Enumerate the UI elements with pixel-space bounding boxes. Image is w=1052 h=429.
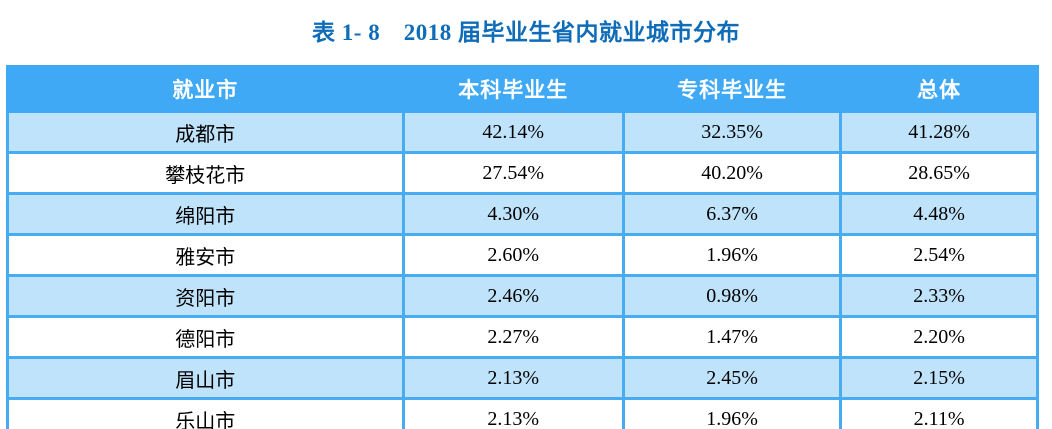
value-cell: 28.65% <box>839 151 1039 195</box>
value-cell: 2.46% <box>401 274 625 318</box>
value-cell: 1.47% <box>621 315 843 359</box>
table-row: 乐山市 2.13% 1.96% 2.11% <box>6 397 1039 429</box>
table-row: 眉山市 2.13% 2.45% 2.15% <box>6 356 1039 400</box>
city-cell: 资阳市 <box>6 274 405 318</box>
table-row: 雅安市 2.60% 1.96% 2.54% <box>6 233 1039 277</box>
col-header-college: 专科毕业生 <box>621 65 843 113</box>
value-cell: 0.98% <box>621 274 843 318</box>
value-cell: 27.54% <box>401 151 625 195</box>
table-row: 攀枝花市 27.54% 40.20% 28.65% <box>6 151 1039 195</box>
city-cell: 绵阳市 <box>6 192 405 236</box>
value-cell: 41.28% <box>839 110 1039 154</box>
value-cell: 2.33% <box>839 274 1039 318</box>
table-row: 绵阳市 4.30% 6.37% 4.48% <box>6 192 1039 236</box>
city-cell: 成都市 <box>6 110 405 154</box>
city-cell: 乐山市 <box>6 397 405 429</box>
value-cell: 2.20% <box>839 315 1039 359</box>
table-header-row: 就业市 本科毕业生 专科毕业生 总体 <box>6 65 1039 113</box>
value-cell: 42.14% <box>401 110 625 154</box>
table-row: 资阳市 2.46% 0.98% 2.33% <box>6 274 1039 318</box>
value-cell: 2.13% <box>401 356 625 400</box>
value-cell: 6.37% <box>621 192 843 236</box>
value-cell: 4.30% <box>401 192 625 236</box>
value-cell: 4.48% <box>839 192 1039 236</box>
col-header-undergraduate: 本科毕业生 <box>401 65 625 113</box>
city-cell: 眉山市 <box>6 356 405 400</box>
value-cell: 2.45% <box>621 356 843 400</box>
value-cell: 2.15% <box>839 356 1039 400</box>
value-cell: 2.54% <box>839 233 1039 277</box>
employment-city-table: 就业市 本科毕业生 专科毕业生 总体 成都市 42.14% 32.35% 41.… <box>6 65 1039 429</box>
city-cell: 攀枝花市 <box>6 151 405 195</box>
value-cell: 32.35% <box>621 110 843 154</box>
table-row: 成都市 42.14% 32.35% 41.28% <box>6 110 1039 154</box>
city-cell: 雅安市 <box>6 233 405 277</box>
value-cell: 1.96% <box>621 233 843 277</box>
value-cell: 2.11% <box>839 397 1039 429</box>
value-cell: 2.27% <box>401 315 625 359</box>
col-header-city: 就业市 <box>6 65 405 113</box>
city-cell: 德阳市 <box>6 315 405 359</box>
value-cell: 2.13% <box>401 397 625 429</box>
value-cell: 1.96% <box>621 397 843 429</box>
table-caption: 表 1- 8 2018 届毕业生省内就业城市分布 <box>312 20 740 45</box>
col-header-overall: 总体 <box>839 65 1039 113</box>
table-row: 德阳市 2.27% 1.47% 2.20% <box>6 315 1039 359</box>
value-cell: 2.60% <box>401 233 625 277</box>
value-cell: 40.20% <box>621 151 843 195</box>
